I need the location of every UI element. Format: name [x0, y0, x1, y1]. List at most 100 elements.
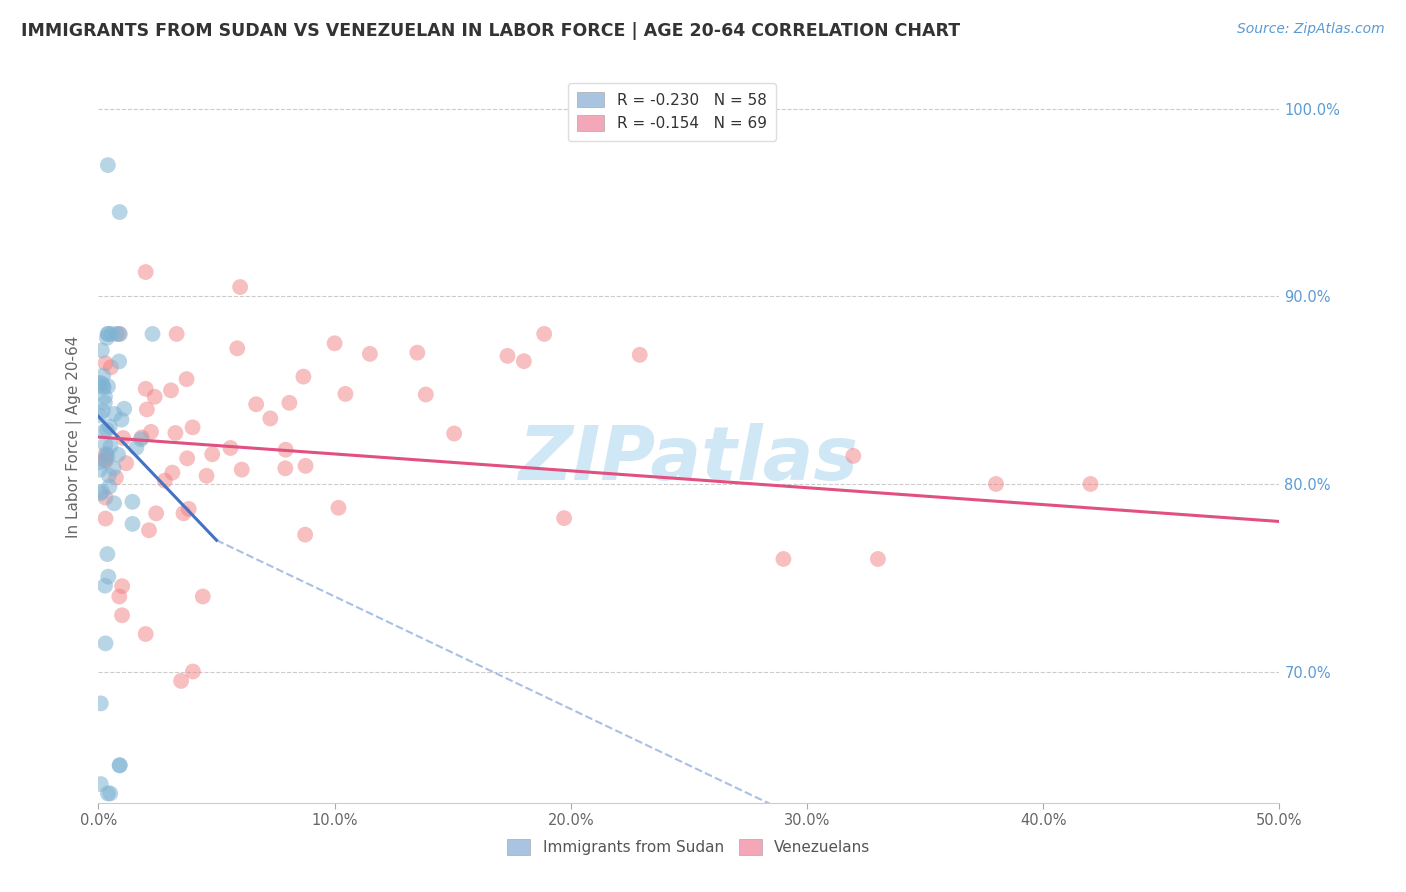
Point — [176, 372, 198, 386]
Point — [94, 447, 117, 461]
Point — [274, 442, 297, 457]
Point — [245, 397, 267, 411]
Point — [90, 343, 112, 358]
Point — [226, 342, 249, 356]
Point — [98, 786, 121, 800]
Point — [129, 432, 152, 446]
Point — [97, 326, 120, 341]
Point — [94, 452, 117, 467]
Point — [96, 450, 118, 464]
Point — [131, 430, 153, 444]
Point — [107, 448, 129, 462]
Point — [94, 395, 117, 409]
Point — [153, 474, 176, 488]
Point — [335, 387, 357, 401]
Point — [533, 326, 555, 341]
Point — [176, 451, 198, 466]
Point — [112, 431, 135, 445]
Point — [94, 579, 117, 593]
Point — [274, 461, 297, 475]
Point — [98, 419, 121, 434]
Point — [98, 480, 121, 494]
Point — [135, 382, 157, 396]
Point — [108, 326, 131, 341]
Point — [108, 354, 131, 368]
Point — [443, 426, 465, 441]
Point — [96, 447, 118, 461]
Point — [94, 511, 117, 525]
Point — [231, 462, 253, 476]
Point — [108, 758, 131, 772]
Point — [984, 477, 1007, 491]
Point — [108, 326, 131, 341]
Point — [553, 511, 575, 525]
Point — [842, 449, 865, 463]
Point — [100, 440, 122, 454]
Point — [135, 265, 157, 279]
Y-axis label: In Labor Force | Age 20-64: In Labor Force | Age 20-64 — [66, 336, 83, 538]
Point — [165, 425, 187, 440]
Point — [94, 356, 117, 370]
Point — [125, 441, 148, 455]
Point — [139, 425, 162, 439]
Point — [97, 468, 120, 483]
Point — [160, 384, 183, 398]
Point — [323, 336, 346, 351]
Point — [96, 331, 118, 345]
Point — [93, 424, 115, 438]
Point — [259, 411, 281, 425]
Point — [111, 579, 134, 593]
Point — [89, 376, 111, 390]
Point — [121, 516, 143, 531]
Point — [94, 438, 117, 452]
Point — [145, 506, 167, 520]
Point — [103, 461, 125, 475]
Point — [108, 758, 131, 772]
Point — [121, 495, 143, 509]
Point — [96, 547, 118, 561]
Point — [89, 409, 111, 423]
Point — [97, 786, 120, 800]
Point — [90, 777, 112, 791]
Point — [91, 368, 114, 383]
Point — [96, 423, 118, 437]
Point — [138, 523, 160, 537]
Point — [89, 463, 111, 477]
Point — [104, 470, 127, 484]
Point — [181, 420, 204, 434]
Point — [143, 390, 166, 404]
Point — [141, 326, 163, 341]
Point — [94, 491, 117, 505]
Point — [108, 590, 131, 604]
Point — [100, 360, 122, 375]
Point — [135, 627, 157, 641]
Point — [89, 486, 111, 500]
Point — [135, 402, 157, 417]
Point — [90, 697, 112, 711]
Point — [496, 349, 519, 363]
Point — [90, 376, 112, 391]
Point — [91, 484, 114, 499]
Point — [94, 454, 117, 468]
Point — [100, 326, 122, 341]
Point — [103, 407, 125, 421]
Point — [173, 506, 195, 520]
Point — [866, 552, 889, 566]
Point — [108, 205, 131, 219]
Point — [97, 158, 120, 172]
Point — [105, 326, 128, 341]
Point — [181, 665, 204, 679]
Point — [219, 441, 242, 455]
Point — [278, 396, 301, 410]
Point — [628, 348, 651, 362]
Point — [328, 500, 350, 515]
Point — [415, 387, 437, 401]
Point — [201, 447, 224, 461]
Text: ZIPatlas: ZIPatlas — [519, 423, 859, 496]
Point — [292, 369, 315, 384]
Point — [772, 552, 794, 566]
Point — [110, 412, 132, 426]
Point — [513, 354, 536, 368]
Point — [112, 401, 135, 416]
Point — [115, 456, 138, 470]
